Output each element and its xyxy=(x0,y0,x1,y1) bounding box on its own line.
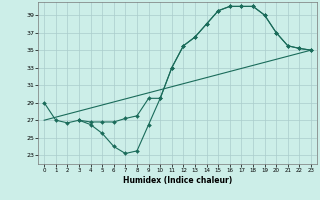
X-axis label: Humidex (Indice chaleur): Humidex (Indice chaleur) xyxy=(123,176,232,185)
